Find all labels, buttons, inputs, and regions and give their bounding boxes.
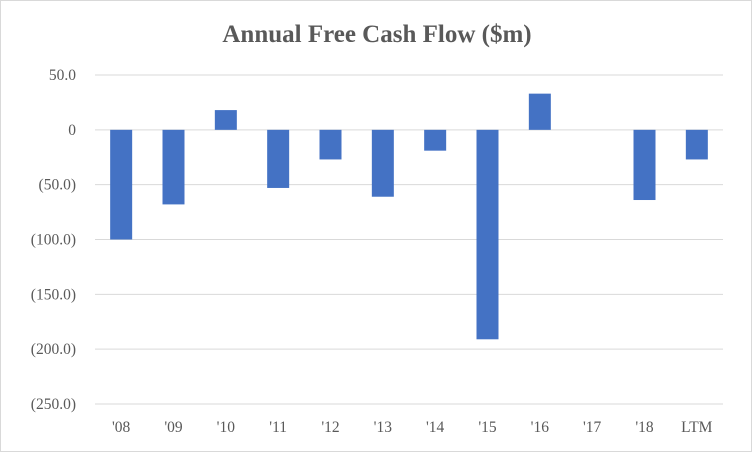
y-tick-label: (50.0) [39, 177, 76, 194]
gridlines [95, 74, 723, 405]
y-tick-label: (100.0) [31, 232, 76, 249]
x-tick-label: '18 [635, 419, 654, 436]
x-tick-label: '14 [426, 419, 445, 436]
x-tick-label: '17 [583, 419, 602, 436]
bar-09 [162, 129, 185, 205]
x-tick-label: '12 [321, 419, 339, 436]
bar-13 [371, 129, 394, 197]
bar-18 [633, 129, 656, 201]
x-tick-label: '11 [269, 419, 287, 436]
y-tick-label: (150.0) [31, 286, 76, 303]
bars [110, 93, 708, 340]
y-tick-label: (200.0) [31, 341, 76, 358]
bar-16 [528, 93, 551, 130]
x-tick-label: '16 [531, 419, 550, 436]
x-axis-tick-labels: '08 '09 '10 '11 '12 '13 '14 '15 '16 '17 '18 LTM [112, 419, 713, 436]
bar-12 [319, 129, 342, 160]
bar-11 [267, 129, 290, 188]
x-tick-label: '09 [164, 419, 183, 436]
chart-title: Annual Free Cash Flow ($m) [222, 21, 531, 48]
x-tick-label: LTM [681, 419, 713, 436]
y-tick-label: 50.0 [49, 67, 76, 84]
bar-10 [214, 110, 237, 130]
bar-ltm [685, 129, 708, 160]
bar-14 [424, 129, 447, 151]
y-tick-label: (250.0) [31, 396, 76, 413]
x-tick-label: '13 [374, 419, 393, 436]
y-tick-label: 0 [68, 122, 76, 139]
bar-08 [110, 129, 133, 240]
x-tick-label: '10 [217, 419, 236, 436]
x-tick-label: '08 [112, 419, 131, 436]
x-tick-label: '15 [478, 419, 497, 436]
bar-15 [476, 129, 499, 340]
y-axis-tick-labels: 50.0 0 (50.0) (100.0) (150.0) (200.0) (250.0) [31, 67, 76, 413]
